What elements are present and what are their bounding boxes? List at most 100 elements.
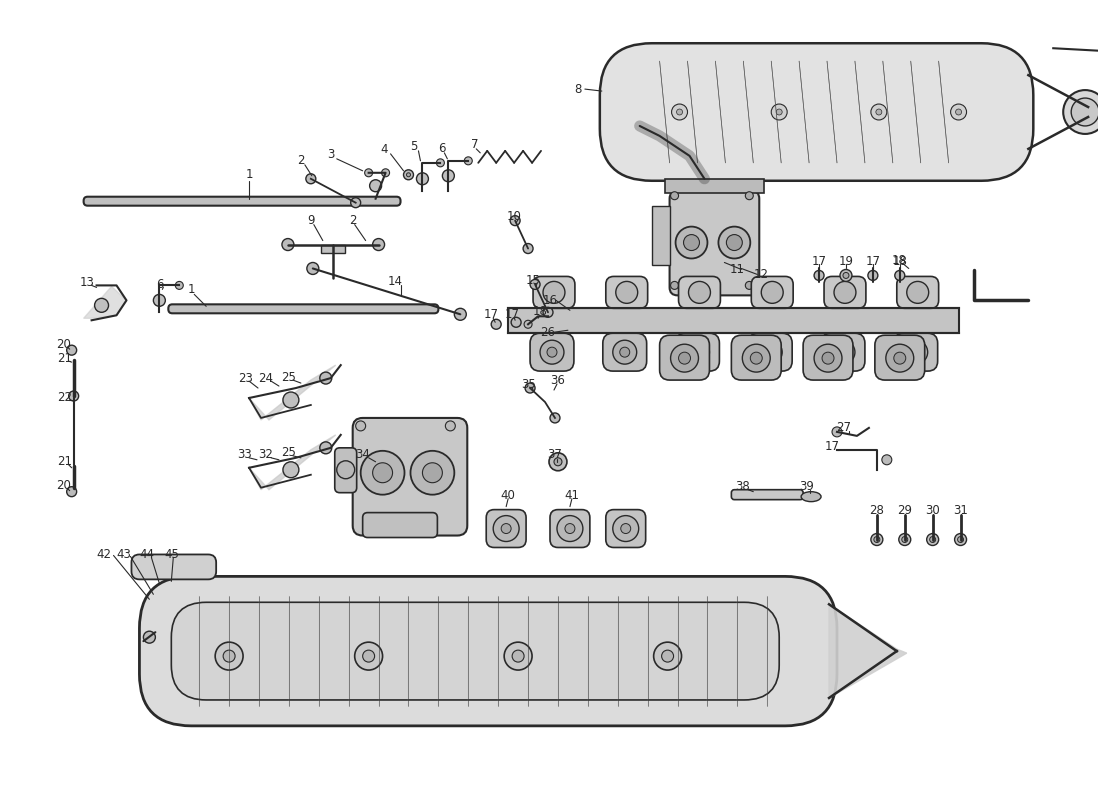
Text: 16: 16 (542, 294, 558, 307)
Text: 26: 26 (540, 326, 556, 338)
Circle shape (926, 534, 938, 546)
Circle shape (223, 650, 235, 662)
Circle shape (930, 537, 936, 542)
Circle shape (524, 243, 534, 254)
Circle shape (876, 109, 882, 115)
Circle shape (619, 347, 629, 357)
Circle shape (153, 294, 165, 306)
FancyBboxPatch shape (606, 277, 648, 308)
Text: 35: 35 (520, 378, 536, 390)
Circle shape (565, 523, 575, 534)
Circle shape (540, 340, 564, 364)
Text: 44: 44 (139, 548, 154, 561)
FancyBboxPatch shape (353, 418, 468, 535)
Circle shape (547, 347, 557, 357)
Circle shape (373, 238, 385, 250)
FancyBboxPatch shape (874, 335, 925, 380)
Circle shape (442, 170, 454, 182)
Circle shape (661, 650, 673, 662)
Circle shape (873, 537, 880, 542)
FancyBboxPatch shape (732, 490, 803, 500)
Circle shape (871, 534, 883, 546)
Circle shape (422, 462, 442, 482)
Text: 21: 21 (57, 352, 73, 365)
Text: 5: 5 (410, 140, 417, 154)
Circle shape (510, 216, 520, 226)
Text: 40: 40 (500, 489, 516, 502)
Text: 42: 42 (96, 548, 111, 561)
Circle shape (363, 650, 375, 662)
Text: 11: 11 (729, 263, 745, 276)
Circle shape (894, 270, 905, 281)
Circle shape (307, 262, 319, 274)
Circle shape (830, 340, 855, 364)
Text: 27: 27 (836, 422, 851, 434)
Bar (508, 308, 958, 334)
Bar (664, 178, 764, 193)
FancyBboxPatch shape (550, 510, 590, 547)
Circle shape (320, 372, 332, 384)
Text: 6: 6 (156, 278, 164, 291)
Circle shape (143, 631, 155, 643)
Circle shape (525, 383, 535, 393)
Circle shape (613, 515, 639, 542)
Polygon shape (829, 604, 906, 698)
Text: 38: 38 (735, 480, 750, 493)
Text: 2: 2 (349, 214, 356, 227)
Circle shape (454, 308, 466, 320)
FancyBboxPatch shape (603, 334, 647, 371)
Text: 18: 18 (532, 305, 548, 318)
Circle shape (950, 104, 967, 120)
FancyBboxPatch shape (675, 334, 719, 371)
Text: 6: 6 (438, 142, 446, 155)
Circle shape (549, 453, 566, 470)
Text: 4: 4 (381, 143, 388, 156)
Text: 7: 7 (471, 138, 478, 151)
Circle shape (493, 515, 519, 542)
Circle shape (410, 451, 454, 494)
Text: 1: 1 (245, 168, 253, 182)
FancyBboxPatch shape (670, 190, 759, 295)
Circle shape (550, 413, 560, 423)
FancyBboxPatch shape (606, 510, 646, 547)
Circle shape (675, 226, 707, 258)
Bar (321, 245, 344, 253)
Circle shape (354, 642, 383, 670)
Text: 19: 19 (838, 255, 854, 268)
Circle shape (67, 486, 77, 497)
Circle shape (364, 169, 373, 177)
Circle shape (68, 391, 78, 401)
Circle shape (742, 344, 770, 372)
Circle shape (955, 534, 967, 546)
Circle shape (407, 173, 410, 177)
Circle shape (543, 307, 553, 318)
Text: 34: 34 (355, 448, 370, 462)
Circle shape (446, 421, 455, 431)
Text: 21: 21 (57, 455, 73, 468)
Text: 30: 30 (925, 504, 940, 517)
Circle shape (283, 462, 299, 478)
Circle shape (370, 180, 382, 192)
Text: 12: 12 (754, 268, 769, 281)
Circle shape (894, 352, 905, 364)
Text: 25: 25 (282, 446, 296, 459)
Circle shape (653, 642, 682, 670)
Circle shape (899, 534, 911, 546)
Circle shape (404, 170, 414, 180)
Circle shape (679, 352, 691, 364)
Circle shape (437, 159, 444, 167)
Circle shape (67, 345, 77, 355)
Text: 43: 43 (116, 548, 131, 561)
Circle shape (904, 340, 927, 364)
Circle shape (417, 173, 428, 185)
Circle shape (671, 344, 698, 372)
Text: 45: 45 (164, 548, 179, 561)
FancyBboxPatch shape (172, 602, 779, 700)
Circle shape (306, 174, 316, 184)
Text: 18: 18 (892, 255, 907, 268)
Circle shape (838, 347, 848, 357)
Text: 32: 32 (258, 448, 274, 462)
Circle shape (746, 282, 754, 290)
Circle shape (672, 104, 688, 120)
Text: 10: 10 (507, 210, 521, 223)
